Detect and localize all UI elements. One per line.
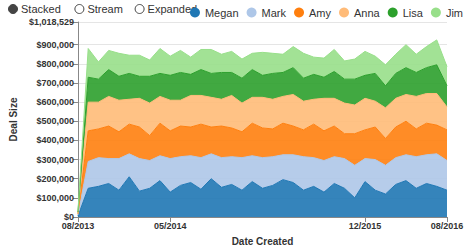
svg-text:$0: $0 (63, 212, 74, 222)
svg-text:Anna: Anna (354, 7, 381, 19)
svg-text:08/2016: 08/2016 (431, 221, 464, 231)
svg-text:05/2014: 05/2014 (154, 221, 187, 231)
svg-text:$1,018,529: $1,018,529 (29, 17, 74, 27)
svg-text:$900,000: $900,000 (36, 40, 74, 50)
svg-text:Date Created: Date Created (232, 236, 294, 247)
svg-text:Expanded: Expanded (148, 3, 198, 15)
svg-text:$300,000: $300,000 (36, 155, 74, 165)
svg-text:12/2015: 12/2015 (349, 221, 382, 231)
svg-text:08/2013: 08/2013 (62, 221, 95, 231)
svg-text:$800,000: $800,000 (36, 59, 74, 69)
svg-text:$200,000: $200,000 (36, 174, 74, 184)
svg-text:Stacked: Stacked (21, 3, 61, 15)
svg-text:$500,000: $500,000 (36, 116, 74, 126)
svg-text:$700,000: $700,000 (36, 78, 74, 88)
svg-text:$600,000: $600,000 (36, 97, 74, 107)
svg-text:$100,000: $100,000 (36, 193, 74, 203)
svg-text:Lisa: Lisa (403, 7, 424, 19)
svg-text:Stream: Stream (87, 3, 122, 15)
svg-text:Megan: Megan (205, 7, 239, 19)
svg-text:Mark: Mark (262, 7, 287, 19)
svg-text:Jim: Jim (446, 7, 463, 19)
svg-text:Deal Size: Deal Size (8, 97, 19, 141)
svg-text:$400,000: $400,000 (36, 135, 74, 145)
svg-text:Amy: Amy (309, 7, 332, 19)
